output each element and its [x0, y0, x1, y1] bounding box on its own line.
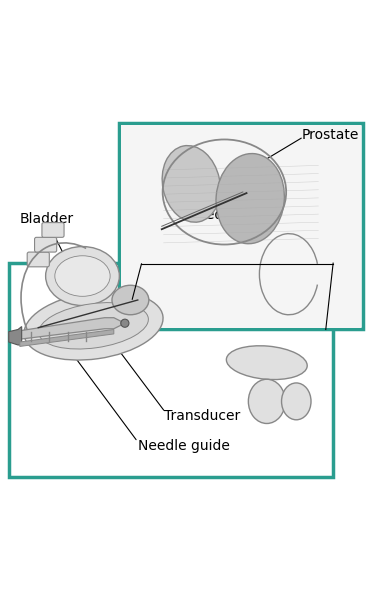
Point	[28, 337, 33, 344]
Ellipse shape	[121, 319, 129, 327]
Point	[66, 329, 70, 336]
Ellipse shape	[112, 285, 149, 315]
Point	[47, 337, 51, 344]
Ellipse shape	[282, 383, 311, 420]
Ellipse shape	[226, 346, 307, 380]
Ellipse shape	[162, 146, 220, 222]
Point	[84, 329, 88, 336]
Point	[66, 337, 70, 344]
Ellipse shape	[46, 247, 119, 305]
Ellipse shape	[24, 292, 163, 360]
Text: Transducer: Transducer	[164, 409, 240, 423]
FancyBboxPatch shape	[27, 252, 49, 267]
Text: Needle guide: Needle guide	[138, 439, 230, 452]
Ellipse shape	[39, 302, 148, 349]
Ellipse shape	[216, 154, 284, 244]
Polygon shape	[9, 317, 121, 341]
Bar	[9, 263, 333, 477]
Ellipse shape	[248, 379, 285, 424]
Ellipse shape	[55, 256, 110, 296]
FancyBboxPatch shape	[34, 238, 57, 252]
Polygon shape	[20, 329, 114, 346]
Bar	[121, 125, 361, 328]
Polygon shape	[9, 326, 22, 345]
Point	[28, 329, 33, 336]
Point	[84, 337, 88, 344]
Text: Bladder: Bladder	[20, 212, 74, 226]
Text: Prostate: Prostate	[302, 128, 359, 142]
FancyBboxPatch shape	[42, 223, 64, 238]
Text: Needle: Needle	[188, 208, 236, 222]
Bar	[119, 123, 363, 329]
Point	[47, 329, 51, 336]
